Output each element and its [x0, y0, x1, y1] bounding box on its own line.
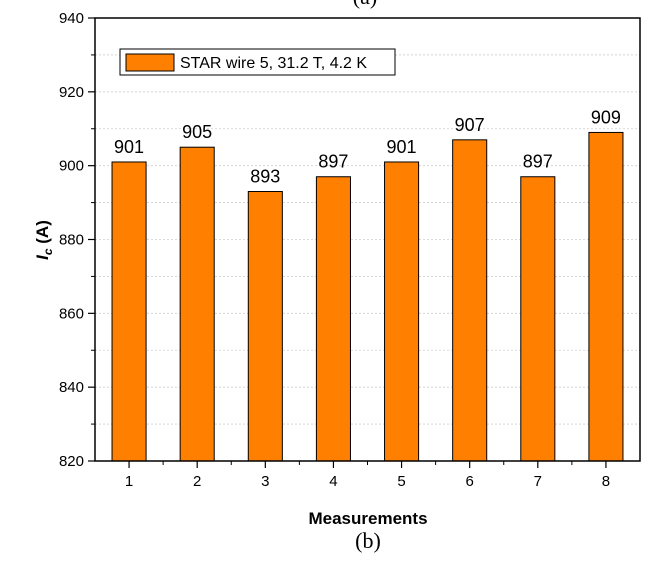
- y-axis-unit: (A): [33, 220, 52, 248]
- bar: [452, 139, 488, 462]
- top-caption-fragment: (a): [353, 0, 377, 9]
- x-tick-label: 1: [125, 473, 133, 490]
- x-tick-label: 4: [329, 473, 337, 490]
- x-tick-label: 5: [397, 473, 405, 490]
- x-tick-label: 2: [193, 473, 201, 490]
- figure-caption: (b): [355, 528, 381, 553]
- x-tick-label: 6: [466, 473, 474, 490]
- bar-value-label: 893: [250, 167, 280, 187]
- x-tick-label: 7: [534, 473, 542, 490]
- bar: [179, 146, 215, 462]
- y-tick-label: 840: [59, 379, 84, 396]
- bar-value-label: 905: [182, 122, 212, 142]
- bar-value-label: 907: [455, 115, 485, 135]
- bar-value-label: 901: [114, 137, 144, 157]
- y-tick-label: 920: [59, 84, 84, 101]
- bar: [588, 131, 624, 462]
- legend-swatch: [125, 53, 175, 72]
- axis-ticks: 820 840 860 880 900 920 940 1 2 3 4 5 6 7 8: [59, 10, 610, 490]
- bar-value-label: 901: [387, 137, 417, 157]
- bar-value-label: 909: [591, 107, 621, 127]
- bar: [111, 161, 147, 462]
- x-axis-title: Measurements: [308, 509, 427, 528]
- y-tick-label: 860: [59, 305, 84, 322]
- y-tick-label: 820: [59, 453, 84, 470]
- y-axis-symbol: I: [33, 254, 52, 260]
- data-labels: 901 905 893 897 901 907 897 909: [114, 107, 621, 186]
- bar: [384, 161, 420, 462]
- bar: [247, 191, 283, 462]
- bar: [520, 176, 556, 462]
- bars: [111, 131, 624, 462]
- y-tick-label: 940: [59, 10, 84, 27]
- y-axis-subscript: c: [41, 248, 55, 255]
- x-tick-label: 3: [261, 473, 269, 490]
- legend: STAR wire 5, 31.2 T, 4.2 K: [119, 48, 396, 76]
- y-tick-label: 900: [59, 158, 84, 175]
- x-tick-label: 8: [602, 473, 610, 490]
- y-axis-title: Ic (A): [33, 220, 55, 260]
- bar-value-label: 897: [318, 152, 348, 172]
- legend-label: STAR wire 5, 31.2 T, 4.2 K: [180, 55, 367, 72]
- y-tick-label: 880: [59, 232, 84, 249]
- bar: [315, 176, 351, 462]
- bar-value-label: 897: [523, 152, 553, 172]
